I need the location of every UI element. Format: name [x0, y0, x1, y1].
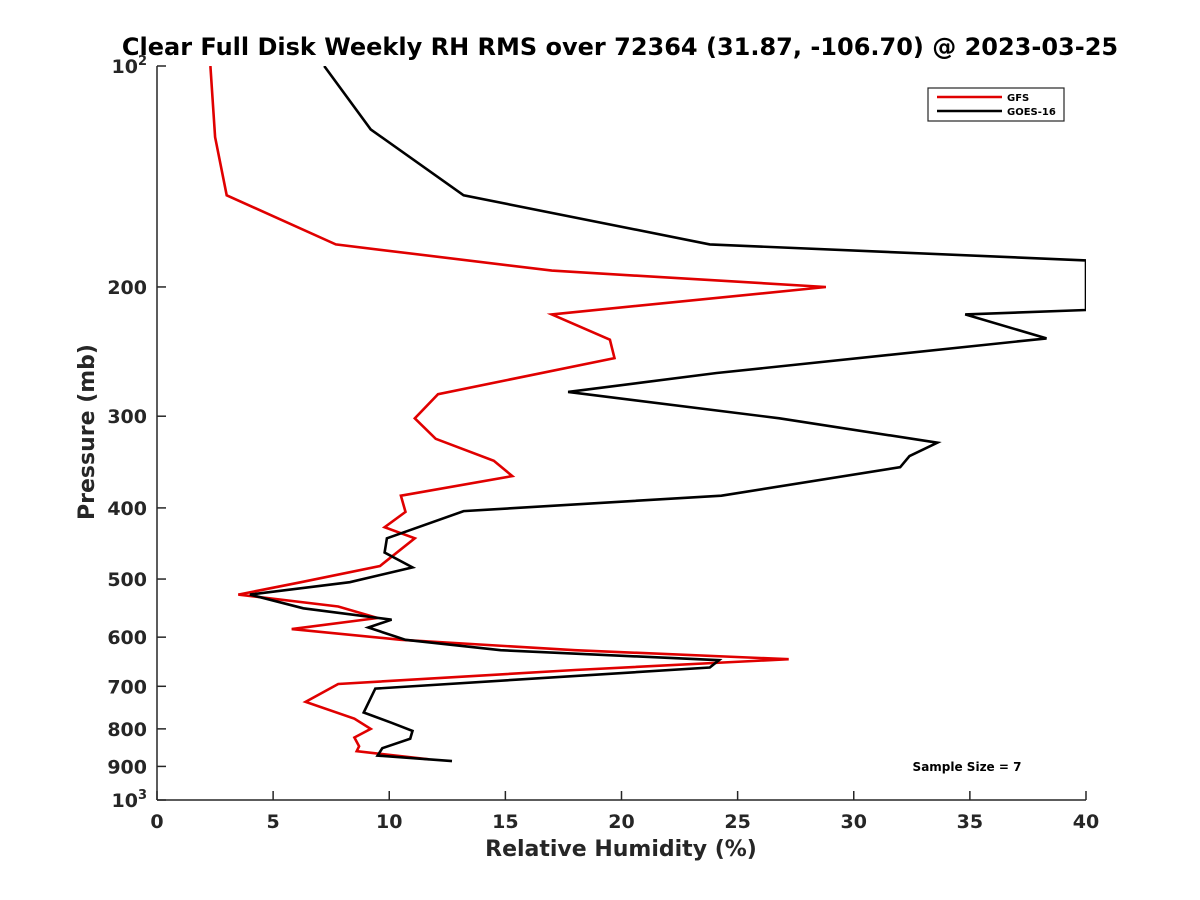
legend-box: [927, 87, 1065, 122]
chart-title: Clear Full Disk Weekly RH RMS over 72364…: [122, 33, 1118, 61]
x-tick-label: 30: [841, 811, 867, 833]
legend-label-gfs: GFS: [1007, 93, 1029, 104]
y-tick-label: 500: [107, 569, 147, 591]
x-tick-label: 0: [150, 811, 163, 833]
y-tick-label: 700: [107, 676, 147, 698]
y-tick-power-label: 102: [112, 54, 148, 78]
x-axis-ticks: 0 5 10 15 20 25 30 35 40: [150, 791, 1099, 833]
x-tick-label: 10: [376, 811, 402, 833]
x-tick-label: 20: [608, 811, 634, 833]
x-tick-label: 15: [492, 811, 518, 833]
sample-size-annotation: Sample Size = 7: [913, 760, 1022, 774]
y-axis-ticks: 200 300 400 500 600 700 800 900 102 103: [107, 54, 166, 812]
plot-area: 0 5 10 15 20 25 30 35 40 200 300 400 500 600 700 800 90…: [107, 54, 1099, 833]
x-tick-label: 35: [957, 811, 983, 833]
y-axis-label: Pressure (mb): [75, 344, 100, 520]
x-tick-label: 25: [724, 811, 750, 833]
legend: GFS GOES-16: [927, 87, 1065, 122]
y-tick-label: 800: [107, 719, 147, 741]
y-tick-label: 400: [107, 498, 147, 520]
y-tick-power-label: 103: [112, 788, 148, 812]
series-lines: [209, 66, 1086, 763]
y-tick-label: 200: [107, 277, 147, 299]
series-line-goes16: [249, 66, 1086, 763]
legend-label-goes16: GOES-16: [1007, 107, 1056, 118]
x-axis-label: Relative Humidity (%): [485, 837, 757, 862]
y-tick-label: 300: [107, 406, 147, 428]
x-tick-label: 5: [267, 811, 280, 833]
y-tick-label: 600: [107, 627, 147, 649]
x-tick-label: 40: [1073, 811, 1099, 833]
series-line-gfs: [209, 66, 827, 761]
y-tick-label: 900: [107, 756, 147, 778]
